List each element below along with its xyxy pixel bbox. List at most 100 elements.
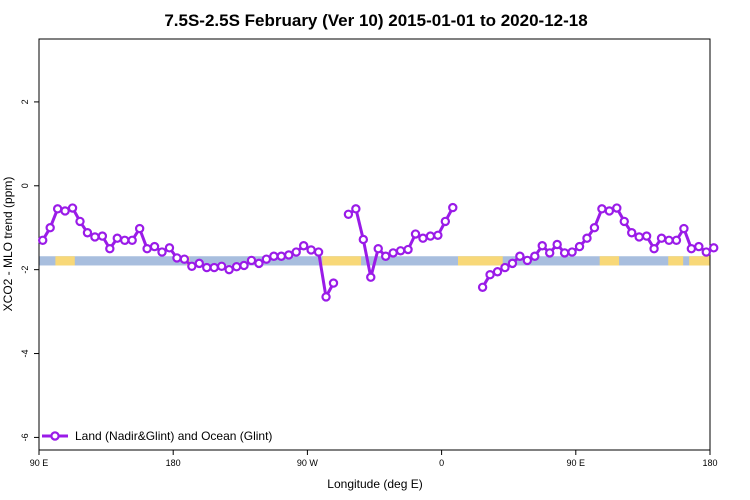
data-point (686, 243, 697, 254)
data-point (589, 223, 600, 233)
x-tick-label: 0 (439, 458, 444, 468)
data-point (112, 233, 122, 243)
legend: Land (Nadir&Glint) and Ocean (Glint) (42, 429, 272, 443)
data-point (67, 203, 78, 213)
data-point (149, 241, 160, 252)
data-point (261, 254, 272, 264)
data-point (522, 255, 533, 266)
x-axis: 90 E 180 90 W 0 90 E 180 (30, 450, 718, 468)
data-point (388, 248, 398, 258)
data-point (38, 235, 48, 246)
data-point (641, 231, 652, 241)
data-point (485, 269, 495, 280)
x-tick-label: 90 W (297, 458, 319, 468)
data-point (90, 232, 100, 242)
data-point (395, 246, 406, 256)
data-point (298, 241, 309, 251)
data-point (612, 203, 622, 213)
data-point (358, 234, 369, 245)
data-point (269, 251, 279, 261)
data-point (328, 278, 339, 288)
data-point (97, 231, 108, 241)
data-point (82, 228, 93, 238)
data-point (313, 247, 324, 257)
data-point (515, 251, 525, 261)
data-point (366, 272, 376, 282)
x-axis-title: Longitude (deg E) (327, 477, 422, 491)
data-point (418, 233, 428, 243)
data-point (142, 243, 152, 254)
data-point (246, 255, 257, 266)
data-point (45, 223, 55, 233)
data-point (597, 204, 607, 214)
data-point (477, 282, 488, 292)
data-point (216, 261, 227, 272)
data-point (343, 209, 354, 220)
data-point (545, 248, 555, 258)
y-tick-label: 0 (20, 183, 30, 188)
data-point (209, 262, 219, 273)
x-tick-label: 180 (166, 458, 181, 468)
land-segment (458, 256, 503, 266)
series-line (481, 206, 715, 289)
data-point (105, 243, 115, 254)
data-point (627, 228, 637, 238)
data-point (709, 243, 719, 253)
data-point (373, 243, 383, 254)
land-segment (668, 256, 684, 266)
data-point (492, 267, 503, 277)
data-point (537, 241, 547, 251)
data-point (574, 241, 585, 252)
data-point (403, 244, 413, 255)
data-point (507, 258, 518, 269)
data-point (351, 204, 361, 214)
data-point (291, 247, 301, 257)
data-point (284, 250, 294, 260)
data-point (75, 216, 85, 227)
data-point (530, 251, 540, 261)
data-point (380, 251, 391, 261)
series-layer (38, 202, 719, 302)
data-point (239, 260, 249, 271)
data-point (224, 264, 234, 275)
y-axis-title: XCO2 - MLO trend (ppm) (1, 177, 15, 312)
data-point (172, 253, 182, 263)
data-point (679, 223, 689, 234)
y-tick-label: -6 (20, 433, 30, 441)
data-point (157, 247, 167, 257)
chart-title: 7.5S-2.5S February (Ver 10) 2015-01-01 t… (164, 11, 587, 30)
data-point (634, 232, 644, 242)
data-point (604, 206, 615, 216)
data-point (433, 230, 443, 240)
data-point (127, 235, 137, 246)
data-point (559, 248, 570, 258)
x-tick-label: 180 (702, 458, 717, 468)
y-tick-label: -2 (20, 266, 30, 274)
data-point (52, 204, 63, 214)
data-point (694, 241, 704, 252)
data-point (202, 262, 212, 273)
data-point (664, 235, 674, 246)
land-segment (689, 256, 710, 266)
data-point (567, 247, 577, 257)
data-point (194, 258, 204, 269)
data-point (321, 292, 331, 302)
legend-marker-swatch (50, 431, 60, 441)
data-point (254, 258, 264, 269)
data-point (410, 229, 421, 239)
legend-label: Land (Nadir&Glint) and Ocean (Glint) (75, 429, 272, 443)
land-segment (322, 256, 362, 266)
data-point (231, 262, 242, 272)
data-point (448, 202, 458, 213)
y-tick-label: 2 (20, 99, 30, 104)
data-point (656, 233, 667, 243)
data-point (306, 245, 316, 255)
data-point (179, 254, 190, 264)
data-point (500, 262, 510, 273)
data-point (582, 233, 592, 243)
x-tick-label: 90 E (567, 458, 586, 468)
data-point (552, 239, 562, 250)
x-tick-label: 90 E (30, 458, 49, 468)
y-tick-label: -4 (20, 350, 30, 358)
